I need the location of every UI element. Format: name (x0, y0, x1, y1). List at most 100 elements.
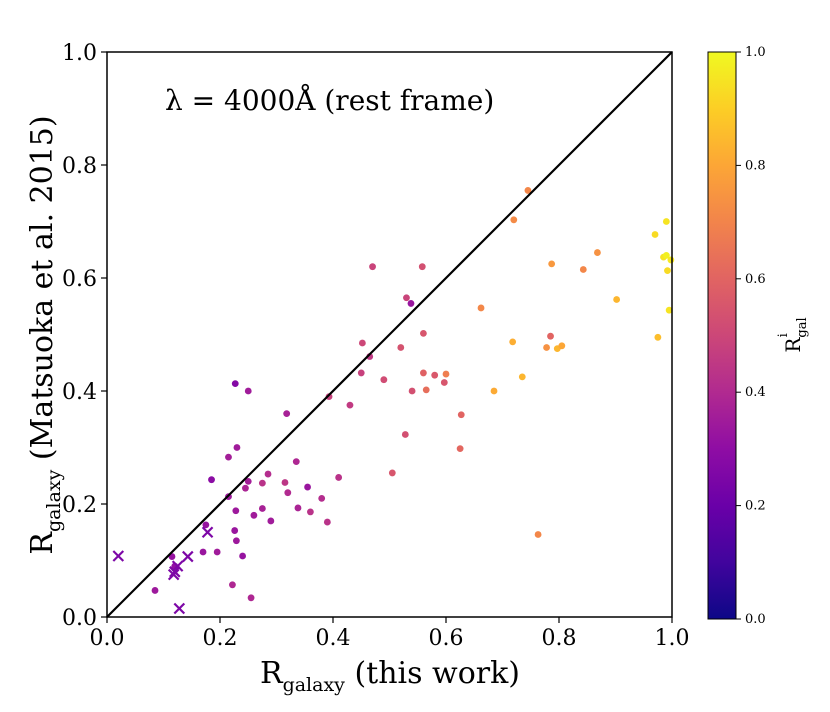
circle-point (594, 249, 601, 256)
circle-point (232, 507, 240, 515)
circle-point (401, 431, 409, 438)
data-points (112, 187, 675, 615)
circle-point (250, 511, 258, 519)
y-tick-label: 0.0 (62, 606, 97, 631)
circle-point (456, 445, 464, 453)
x-tick-label: 0.8 (542, 626, 577, 651)
circle-point (613, 296, 621, 303)
circle-point (664, 267, 671, 275)
circle-point (490, 387, 498, 395)
circle-point (346, 401, 354, 409)
circle-point (242, 484, 249, 492)
circle-point (239, 552, 247, 560)
x-axis-label: Rgalaxy (this work) (260, 656, 520, 696)
circle-point (232, 537, 240, 545)
x-axis-ticks: 0.0 0.2 0.4 0.6 0.8 1.0 (90, 617, 690, 651)
circle-point (284, 489, 292, 497)
wavelength-annotation: λ = 4000Å (rest frame) (165, 84, 494, 117)
circle-point (407, 300, 415, 307)
x-label-main: R (260, 656, 284, 691)
cbar-tick-label: 0.2 (745, 499, 766, 514)
circle-point (457, 411, 465, 419)
cross-point (171, 560, 184, 572)
circle-point (264, 470, 272, 478)
x-label-rest: (this work) (345, 656, 520, 691)
circle-point (231, 380, 239, 388)
cbar-tick-label: 0.6 (745, 272, 766, 287)
circle-point (325, 393, 333, 401)
y-label-sub: galaxy (43, 469, 65, 532)
circle-point (524, 187, 532, 194)
circle-point (307, 508, 314, 516)
circle-point (258, 479, 266, 487)
y-label-main: R (25, 531, 60, 555)
circle-point (283, 410, 291, 417)
circle-point (244, 478, 252, 485)
circle-point (247, 594, 255, 602)
circle-point (231, 527, 239, 534)
circle-point (358, 339, 366, 347)
circle-point (258, 505, 266, 512)
circle-point (357, 369, 365, 377)
circle-point (662, 218, 670, 225)
cbar-label-sub: gal (795, 317, 810, 337)
circle-point (662, 252, 670, 259)
cbar-label-sup: i (776, 333, 791, 337)
circle-point (654, 333, 662, 341)
circle-point (667, 256, 675, 264)
cbar-tick-label: 1.0 (745, 45, 766, 60)
y-tick-label: 0.8 (62, 154, 97, 179)
circle-point (335, 474, 343, 481)
circle-point (547, 332, 554, 340)
circle-point (304, 483, 311, 491)
x-tick-label: 0.2 (203, 626, 238, 651)
circle-point (294, 504, 302, 512)
circle-point (208, 476, 215, 484)
circle-point (665, 306, 673, 314)
cbar-tick-label: 0.8 (745, 158, 766, 173)
circle-point (510, 216, 518, 224)
colorbar (707, 51, 737, 620)
circle-point (558, 342, 566, 350)
cross-point (169, 566, 181, 578)
cbar-label-main: R (781, 337, 805, 353)
y-label-rest: (Matsuoka et al. 2015) (25, 115, 60, 469)
y-axis-label: Rgalaxy (Matsuoka et al. 2015) (25, 115, 65, 554)
y-tick-label: 0.2 (62, 493, 97, 518)
circle-point (213, 548, 221, 556)
circle-point (543, 344, 550, 351)
x-tick-label: 0.4 (316, 626, 351, 651)
circle-point (431, 371, 439, 379)
y-tick-label: 0.4 (62, 380, 97, 405)
colorbar-label: Rgali (776, 317, 810, 352)
circle-point (442, 370, 450, 378)
cross-point (201, 526, 214, 539)
identity-line (106, 51, 673, 618)
circle-point (318, 494, 326, 502)
x-label-sub: galaxy (283, 674, 346, 696)
circle-point (229, 581, 236, 589)
circle-point (579, 266, 587, 273)
circle-point (225, 453, 232, 461)
circle-point (477, 304, 485, 312)
cbar-tick-label: 0.0 (745, 612, 766, 627)
y-tick-label: 0.6 (62, 267, 97, 292)
cbar-tick-label: 0.4 (745, 385, 766, 400)
circle-point (403, 294, 410, 302)
circle-point (397, 344, 405, 351)
circle-point (388, 469, 396, 477)
circle-point (651, 231, 659, 238)
x-tick-label: 0.6 (429, 626, 464, 651)
circle-point (408, 387, 416, 395)
x-tick-label: 0.0 (90, 626, 125, 651)
circle-point (440, 379, 448, 386)
circle-point (244, 387, 252, 395)
circle-point (420, 329, 427, 337)
circle-point (518, 373, 526, 381)
x-tick-label: 1.0 (655, 626, 690, 651)
circle-point (418, 263, 426, 271)
circle-point (233, 444, 241, 451)
cross-point (112, 550, 125, 562)
cross-point (182, 550, 194, 563)
circle-point (292, 458, 300, 466)
